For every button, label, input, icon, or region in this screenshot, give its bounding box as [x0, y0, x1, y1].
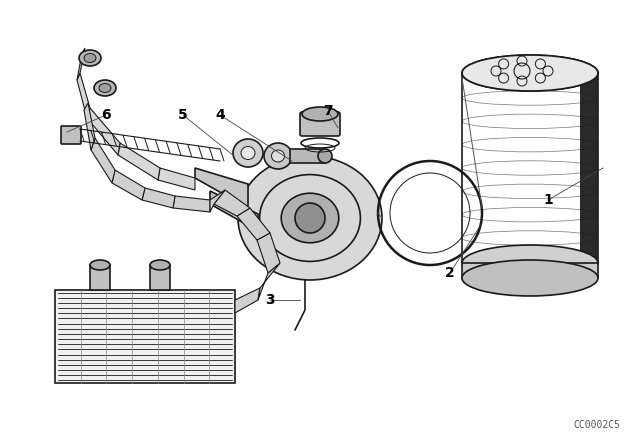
Polygon shape [258, 263, 280, 300]
Polygon shape [142, 188, 175, 208]
Polygon shape [195, 168, 248, 208]
Text: CC0002C5: CC0002C5 [573, 420, 620, 430]
Ellipse shape [241, 146, 255, 159]
Polygon shape [257, 233, 280, 273]
Polygon shape [210, 190, 225, 212]
Polygon shape [77, 48, 85, 80]
Text: 2: 2 [445, 266, 455, 280]
Text: 5: 5 [178, 108, 188, 122]
Ellipse shape [271, 150, 285, 162]
Ellipse shape [264, 143, 292, 169]
Bar [580, 73, 598, 263]
Bar [90, 265, 110, 290]
Polygon shape [210, 191, 258, 231]
Polygon shape [77, 73, 90, 118]
Text: 7: 7 [323, 104, 333, 118]
Bar [462, 263, 598, 278]
Bar [55, 290, 235, 383]
Ellipse shape [90, 260, 110, 270]
Polygon shape [112, 170, 145, 200]
Bar [290, 149, 325, 163]
Text: 3: 3 [265, 293, 275, 307]
Polygon shape [235, 288, 260, 313]
Polygon shape [237, 208, 270, 240]
Ellipse shape [281, 193, 339, 243]
Ellipse shape [462, 260, 598, 296]
FancyBboxPatch shape [61, 126, 81, 144]
Polygon shape [173, 196, 210, 212]
Ellipse shape [318, 149, 332, 163]
FancyBboxPatch shape [300, 112, 340, 136]
Ellipse shape [94, 80, 116, 96]
Polygon shape [87, 108, 120, 155]
Polygon shape [118, 143, 160, 180]
Ellipse shape [99, 83, 111, 92]
Ellipse shape [462, 55, 598, 91]
Ellipse shape [302, 107, 338, 121]
Polygon shape [158, 168, 195, 190]
Ellipse shape [462, 245, 598, 281]
Ellipse shape [150, 260, 170, 270]
Polygon shape [91, 138, 115, 183]
Text: 4: 4 [215, 108, 225, 122]
Ellipse shape [233, 139, 263, 167]
Polygon shape [84, 103, 95, 150]
Ellipse shape [84, 53, 96, 63]
Polygon shape [214, 190, 250, 216]
Circle shape [295, 203, 325, 233]
Ellipse shape [79, 50, 101, 66]
Ellipse shape [238, 156, 382, 280]
Bar [150, 265, 170, 290]
Text: 6: 6 [101, 108, 111, 122]
Text: 1: 1 [543, 193, 553, 207]
